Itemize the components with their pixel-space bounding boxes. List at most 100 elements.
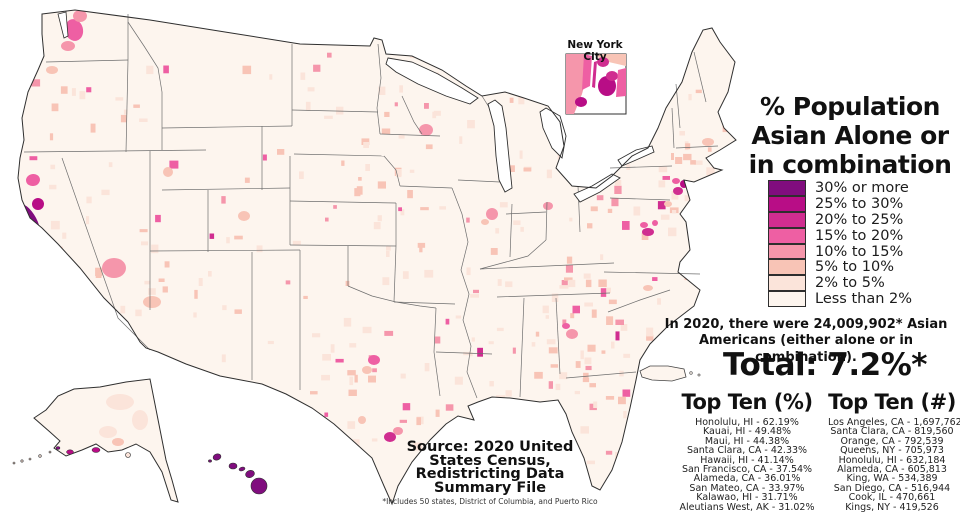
inset-manhattan	[592, 61, 597, 88]
hawaii-big-island	[250, 477, 268, 495]
inset-nassau	[616, 68, 626, 97]
hotspot-tarrant-tx	[362, 366, 372, 374]
hotspot-bergen-nj	[672, 178, 680, 184]
niihau-island	[208, 459, 212, 463]
top-ten-num-item: King, WA - 534,389	[846, 473, 938, 485]
hotspot-forsyth-ga	[562, 323, 570, 329]
hotspot-snohomish-wa	[73, 10, 87, 22]
source-line1: Source: 2020 United	[406, 439, 574, 455]
legend-swatch	[768, 195, 806, 212]
legend-swatch	[768, 211, 806, 228]
top-ten-pct-item: Maui, HI - 44.38%	[704, 435, 790, 447]
inset-queens-north	[606, 71, 618, 81]
top-ten-num-item: Kings, NY - 419,526	[845, 501, 939, 512]
aleutians-east-blob	[66, 449, 74, 455]
top-ten-pct-item: Honolulu, HI - 62.19%	[695, 417, 799, 428]
inset-westchester	[596, 54, 626, 66]
molokai-island	[238, 466, 246, 472]
kodiak-area-blob	[91, 447, 101, 453]
hotspot-sacramento-ca	[26, 173, 40, 187]
hotspot-maricopa-az	[143, 296, 161, 308]
top-ten-num-item: Queens, NY - 705,973	[840, 445, 944, 457]
kauai-island	[212, 453, 222, 461]
top-ten-count-list: Top Ten (#) Los Angeles, CA - 1,697,762 S…	[828, 390, 960, 512]
top-ten-count-heading: Top Ten (#)	[828, 390, 956, 414]
hotspot-denver-co	[238, 211, 250, 221]
top-ten-pct-item: San Francisco, CA - 37.54%	[681, 464, 813, 476]
legend-label: 30% or more	[815, 179, 909, 196]
hotspot-dupage-il	[481, 219, 489, 225]
hotspot-montgomery-md	[640, 222, 648, 228]
source-credit: Source: 2020 United States Census, Redis…	[345, 439, 635, 496]
hotspot-los-angeles-ca	[55, 295, 73, 309]
legend-row: Less than 2%	[768, 291, 912, 307]
source-footnote: *Includes 50 states, District of Columbi…	[382, 497, 598, 506]
legend-row: 5% to 10%	[768, 259, 912, 275]
hotspot-cook-il	[486, 208, 498, 220]
legend-row: 30% or more	[768, 180, 912, 196]
great-lakes	[385, 57, 655, 203]
top-ten-percent-list: Top Ten (%) Honolulu, HI - 62.19% Kauai, …	[652, 390, 842, 512]
inset-new-jersey	[566, 54, 588, 114]
hotspot-middlesex-nj	[673, 187, 683, 195]
top-ten-pct-item: Hawaii, HI - 41.14%	[700, 454, 794, 466]
inset-bronx	[597, 57, 609, 67]
legend-label: Less than 2%	[815, 291, 913, 308]
top-ten-num-item: San Diego, CA - 516,944	[833, 482, 951, 494]
lake-michigan	[487, 99, 513, 193]
hawaii-islands	[208, 453, 268, 495]
top-ten-pct-item: San Mateo, CA - 33.97%	[689, 482, 805, 494]
legend-label: 10% to 15%	[815, 243, 904, 260]
hotspot-travis-tx	[358, 416, 366, 424]
legend-label: 15% to 20%	[815, 227, 904, 244]
legend-row: 20% to 25%	[768, 212, 912, 228]
inset-queens-brooklyn	[598, 76, 616, 96]
hotspot-orange-ca	[64, 311, 72, 317]
hotspot-philadelphia-pa	[664, 201, 672, 207]
legend-row: 15% to 20%	[768, 228, 912, 244]
hotspot-harris-tx	[393, 427, 403, 435]
oahu-island	[228, 462, 238, 470]
hotspot-collin-tx	[368, 355, 380, 365]
map-title-line3: in combination	[748, 150, 952, 179]
hotspot-fairfax-va	[642, 228, 654, 236]
aleutians-west-blob	[55, 446, 61, 450]
hotspot-middlesex-ma	[702, 138, 714, 146]
hotspot-fresno-ca	[38, 248, 54, 268]
hotspot-king-wa	[64, 19, 84, 41]
state-borders	[23, 14, 719, 399]
legend-label: 5% to 10%	[815, 259, 895, 276]
top-ten-pct-item: Santa Clara, CA - 42.33%	[686, 445, 808, 457]
puerto-rico	[639, 365, 701, 382]
nyc-inset-label: New York City	[567, 39, 623, 63]
legend-swatch	[768, 180, 806, 196]
hotspot-portland-or	[46, 66, 58, 74]
hotspot-clark-nv	[102, 258, 126, 278]
legend-row: 2% to 5%	[768, 275, 912, 291]
map-title-line1: % Population	[760, 92, 940, 121]
annotation-text: In 2020, there were 24,009,902* Asian Am…	[664, 317, 948, 365]
lake-erie	[573, 173, 621, 203]
legend-swatch	[768, 227, 806, 244]
top-ten-num-item: Santa Clara, CA - 819,560	[830, 426, 954, 438]
legend-label: 25% to 30%	[815, 195, 904, 212]
inset-hudson-county	[582, 54, 592, 90]
top-ten-pct-item: Kalawao, HI - 31.71%	[696, 492, 798, 504]
hotspot-wake-nc	[643, 285, 653, 291]
inset-staten-island	[575, 97, 587, 107]
source-line3: Redistricting Data	[415, 466, 565, 482]
aleutian-islands	[12, 450, 131, 465]
legend-swatch	[768, 275, 806, 292]
top-ten-pct-item: Kauai, HI - 49.48%	[702, 426, 792, 438]
legend-swatch	[768, 291, 806, 308]
total-percentage: Total: 7.2%*	[722, 347, 928, 383]
hotspot-howard-md	[652, 220, 658, 226]
hotspot-hennepin-mn	[419, 124, 433, 136]
legend-row: 25% to 30%	[768, 196, 912, 212]
top-ten-num-item: Cook, IL - 470,661	[848, 492, 936, 504]
top-ten-num-item: Los Angeles, CA - 1,697,762	[828, 417, 960, 428]
hotspot-oakland-mi	[543, 202, 553, 210]
source-line4: Summary File	[433, 479, 547, 496]
